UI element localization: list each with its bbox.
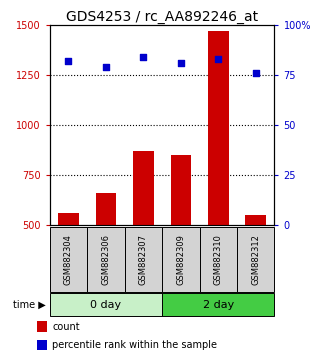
Bar xyxy=(246,215,266,325)
Text: GSM882304: GSM882304 xyxy=(64,234,73,285)
Point xyxy=(141,54,146,59)
Text: GSM882306: GSM882306 xyxy=(101,234,110,285)
FancyBboxPatch shape xyxy=(50,227,87,292)
Bar xyxy=(170,155,191,325)
Point xyxy=(253,70,258,76)
Point xyxy=(178,60,183,65)
FancyBboxPatch shape xyxy=(125,227,162,292)
Text: percentile rank within the sample: percentile rank within the sample xyxy=(53,340,218,350)
FancyBboxPatch shape xyxy=(237,227,274,292)
Bar xyxy=(133,151,154,325)
Point xyxy=(66,58,71,64)
Text: count: count xyxy=(53,322,80,332)
Text: GSM882307: GSM882307 xyxy=(139,234,148,285)
Title: GDS4253 / rc_AA892246_at: GDS4253 / rc_AA892246_at xyxy=(66,10,258,24)
Text: GSM882310: GSM882310 xyxy=(214,234,223,285)
FancyBboxPatch shape xyxy=(50,293,162,316)
Bar xyxy=(37,321,47,332)
FancyBboxPatch shape xyxy=(162,227,200,292)
FancyBboxPatch shape xyxy=(162,293,274,316)
FancyBboxPatch shape xyxy=(87,227,125,292)
Text: GSM882312: GSM882312 xyxy=(251,234,260,285)
Text: time ▶: time ▶ xyxy=(13,299,46,310)
Point xyxy=(216,56,221,62)
Point xyxy=(103,64,108,70)
Text: 0 day: 0 day xyxy=(91,299,121,310)
Bar xyxy=(37,340,47,350)
Text: 2 day: 2 day xyxy=(203,299,234,310)
FancyBboxPatch shape xyxy=(200,227,237,292)
Text: GSM882309: GSM882309 xyxy=(176,234,185,285)
Bar xyxy=(58,213,79,325)
Bar xyxy=(208,31,229,325)
Bar xyxy=(96,193,116,325)
